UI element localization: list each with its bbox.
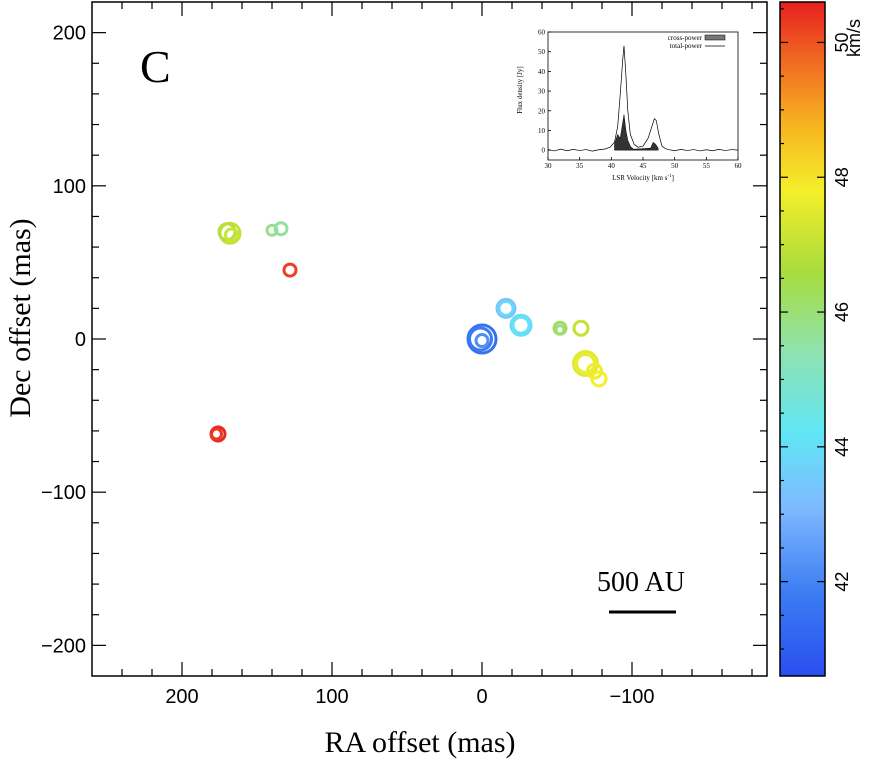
inset-x-tick-label: 55 <box>703 162 711 170</box>
inset-x-tick-label: 35 <box>576 162 584 170</box>
inset-y-tick-label: 50 <box>538 48 546 56</box>
inset-x-title-sup: -1 <box>667 174 672 179</box>
x-axis-title: RA offset (mas) <box>324 726 515 759</box>
maser-spot <box>572 319 590 337</box>
colorbar: 42 44 46 48 50 km/s <box>779 1 864 677</box>
y-tick-label: −200 <box>41 635 86 657</box>
inset-legend: cross-power total-power <box>668 34 726 50</box>
maser-spot <box>210 427 223 441</box>
maser-spot <box>511 315 531 335</box>
x-tick-label: −100 <box>609 686 654 708</box>
colorbar-frame <box>779 1 826 677</box>
colorbar-tick-label: 44 <box>832 437 852 457</box>
maser-spot <box>282 262 298 278</box>
y-axis-title: Dec offset (mas) <box>4 218 37 417</box>
y-tick-labels: 200 100 0 −100 −200 <box>41 23 86 658</box>
maser-spot <box>273 221 289 237</box>
colorbar-gradient <box>780 2 825 676</box>
inset-x-title: LSR Velocity [km s-1] <box>612 174 674 182</box>
series-total-power <box>547 45 739 152</box>
inset-x-tick-label: 50 <box>671 162 679 170</box>
maser-spot <box>265 223 279 237</box>
maser-spot <box>495 297 517 319</box>
inset-y-tick-label: 60 <box>538 29 546 37</box>
y-tick-label: −100 <box>41 482 86 504</box>
colorbar-tick-label: 42 <box>832 572 852 592</box>
colorbar-ticks: 42 44 46 48 50 <box>780 8 852 650</box>
scale-bar-label: 500 AU <box>597 567 685 598</box>
colorbar-tick-label: 48 <box>832 167 852 187</box>
inset-x-tick-label: 60 <box>735 162 743 170</box>
legend-cross-power: cross-power <box>668 34 703 42</box>
x-tick-label: 0 <box>476 686 487 708</box>
inset-y-tick-label: 0 <box>542 147 546 155</box>
inset-y-tick-label: 10 <box>538 127 546 135</box>
maser-spot <box>468 326 493 352</box>
main-axes-ticks <box>92 2 767 676</box>
maser-spot <box>509 313 533 337</box>
y-tick-label: 0 <box>75 329 86 351</box>
maser-spot <box>224 227 239 243</box>
maser-spot <box>554 324 566 336</box>
inset-x-tick-label: 30 <box>545 162 553 170</box>
maser-spot <box>590 370 608 388</box>
x-tick-label: 200 <box>165 686 198 708</box>
maser-spots <box>209 221 608 443</box>
series-cross-power <box>614 114 659 151</box>
inset-x-title-end: ] <box>672 174 674 182</box>
inset-axes: 30 35 40 45 50 55 60 0 10 20 30 40 50 60 <box>538 29 742 171</box>
inset-x-tick-label: 45 <box>640 162 648 170</box>
x-tick-labels: 200 100 0 −100 <box>165 686 654 708</box>
colorbar-tick-label: 46 <box>832 302 852 322</box>
x-tick-label: 100 <box>315 686 348 708</box>
maser-spot <box>474 333 490 349</box>
inset-x-title-main: LSR Velocity [km s <box>612 174 668 182</box>
inset-x-tick-label: 40 <box>608 162 616 170</box>
plot-frame <box>91 1 768 677</box>
legend-total-power: total-power <box>670 42 703 50</box>
spectrum-inset: 30 35 40 45 50 55 60 0 10 20 30 40 50 60 Flux density… <box>508 22 748 216</box>
y-tick-label: 200 <box>53 23 86 45</box>
inset-y-tick-label: 20 <box>538 107 546 115</box>
inset-y-tick-label: 40 <box>538 68 546 76</box>
maser-spot <box>497 299 515 317</box>
y-tick-label: 100 <box>53 176 86 198</box>
inset-y-title: Flux density [Jy] <box>516 66 524 113</box>
inset-y-tick-label: 30 <box>538 88 546 96</box>
legend-swatch-cross <box>704 34 726 41</box>
colorbar-tick-label: 50 <box>832 32 852 52</box>
colorbar-unit: km/s <box>844 19 864 57</box>
panel-label: C <box>140 41 171 92</box>
